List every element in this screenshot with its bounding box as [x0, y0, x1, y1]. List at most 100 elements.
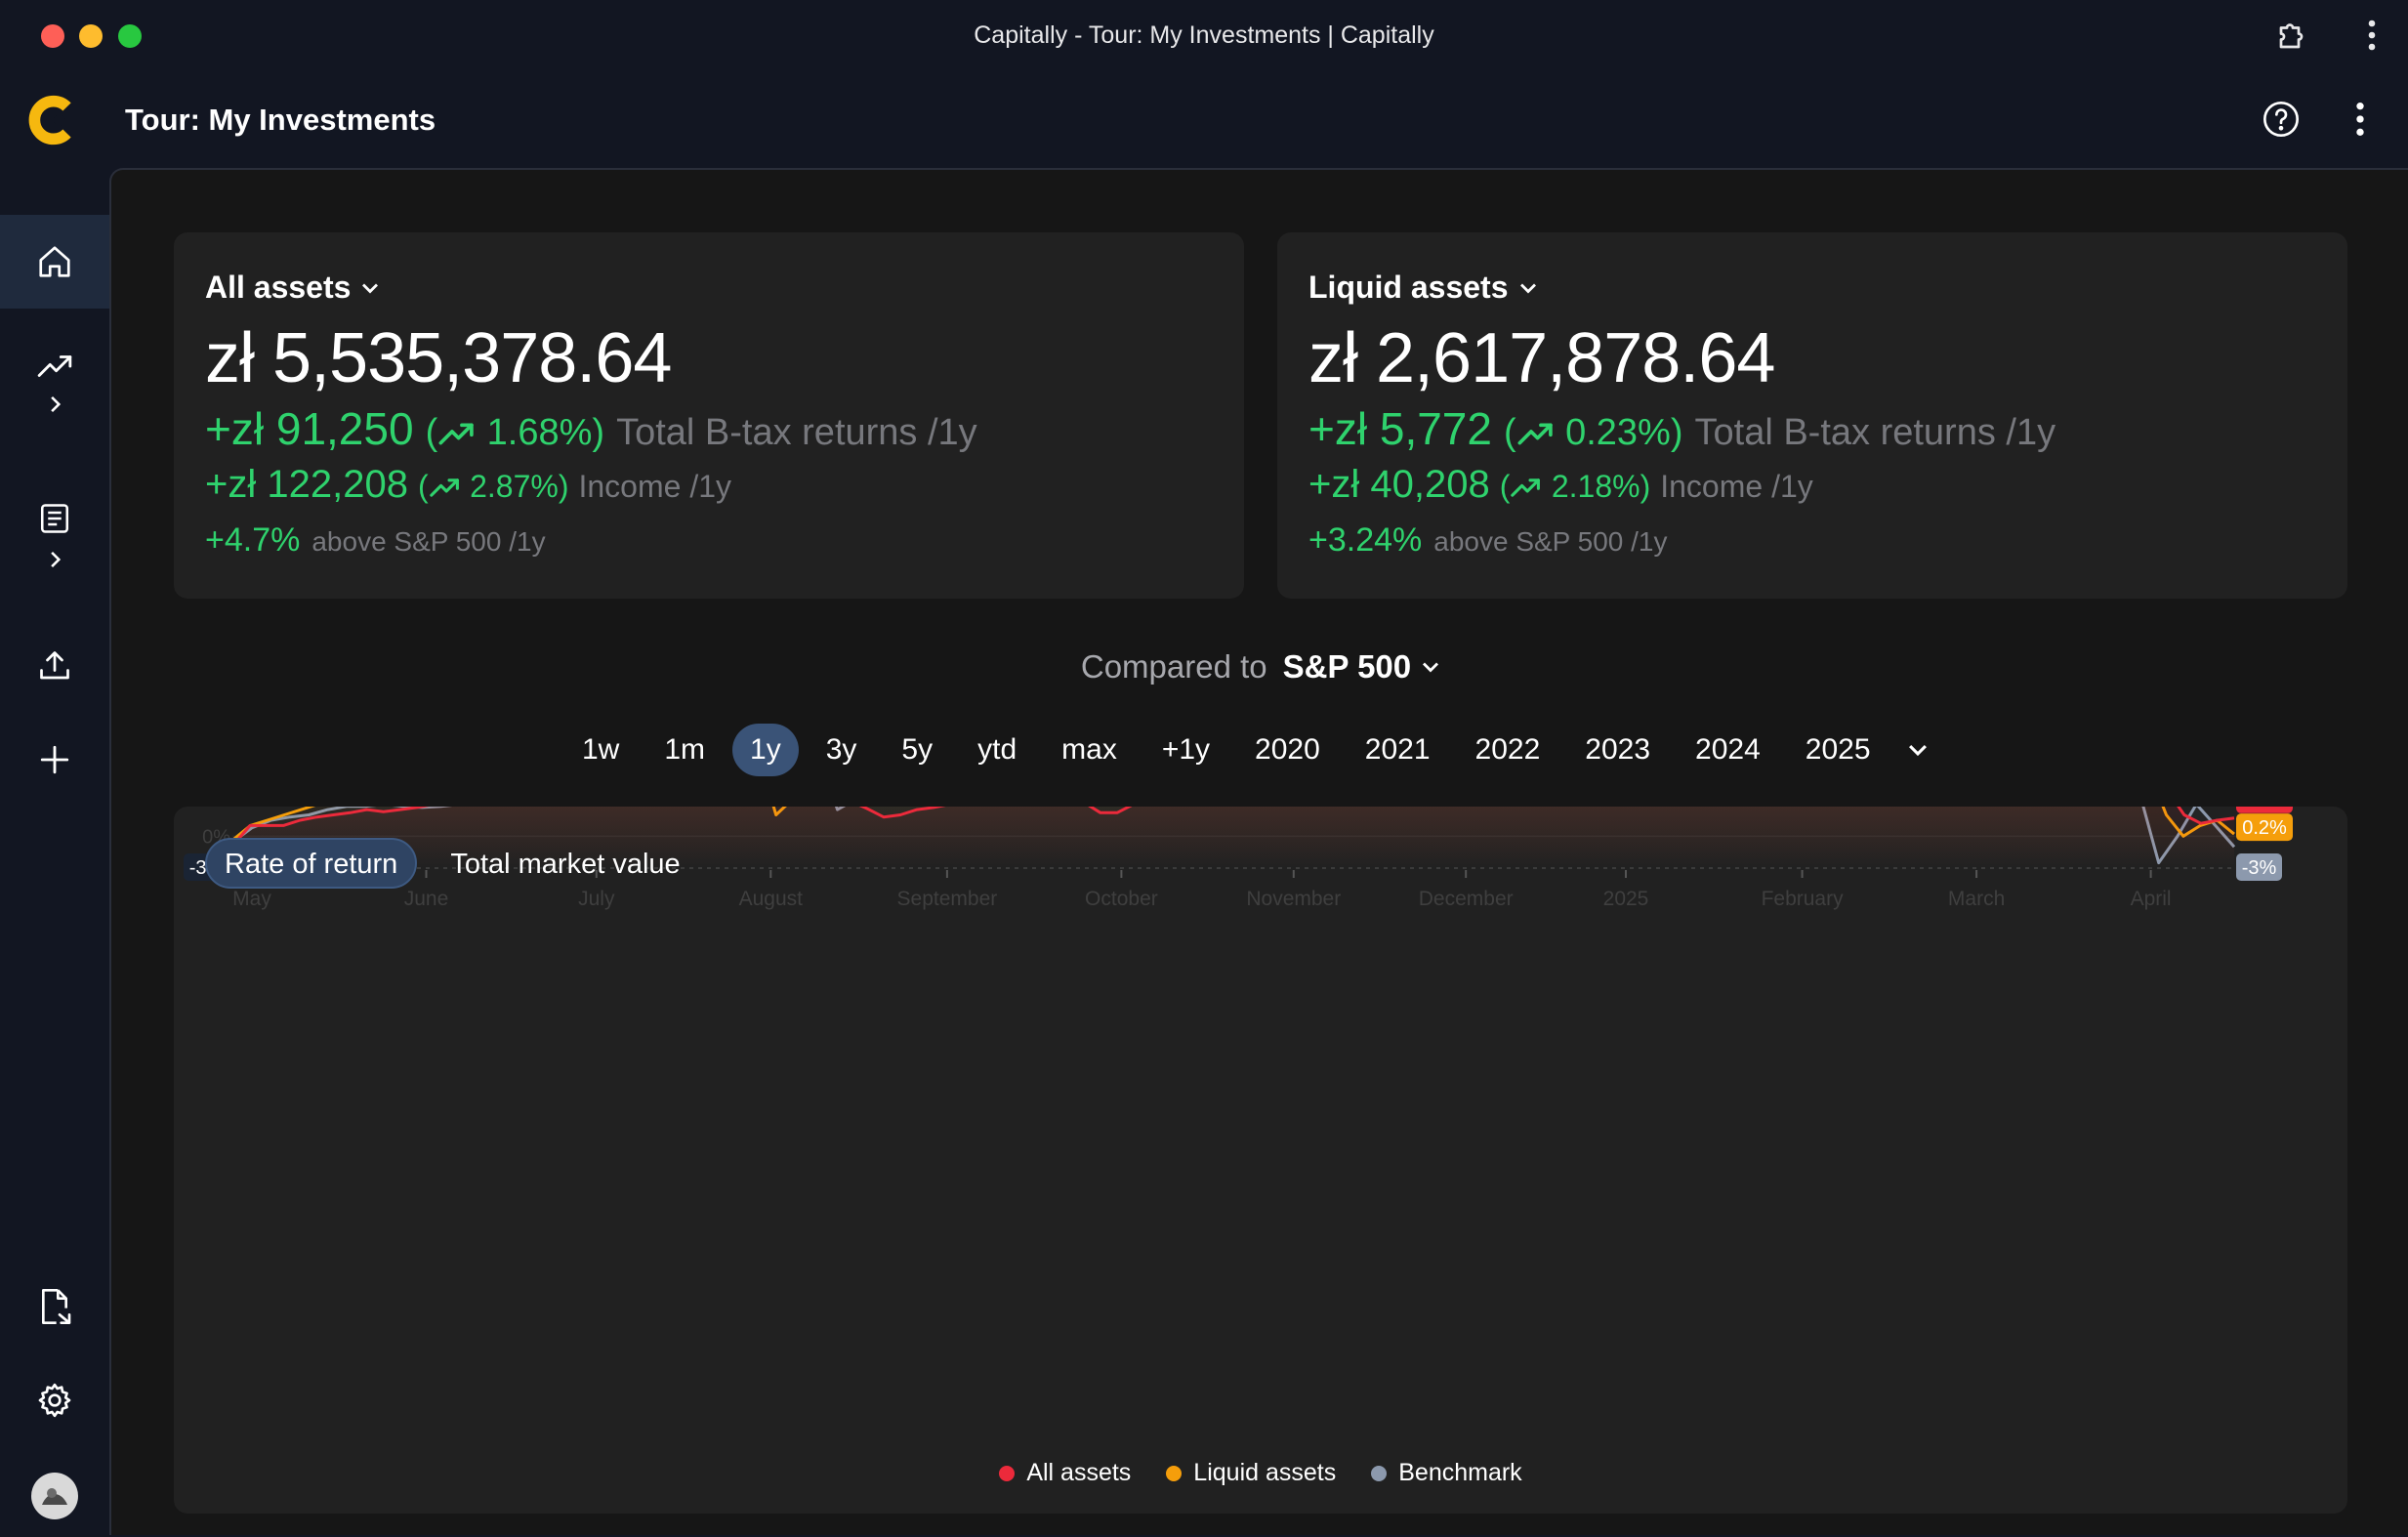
x-tick-label: April [2131, 888, 2172, 910]
plus-icon [40, 745, 69, 774]
income-pct: ( 2.18%) [1499, 469, 1651, 504]
x-tick-label: February [1762, 888, 1845, 910]
window-close-button[interactable] [41, 24, 64, 48]
period-5y[interactable]: 5y [901, 733, 934, 766]
total-value: zł 2,617,878.64 [1308, 319, 1775, 397]
sidebar-item-settings[interactable] [0, 1359, 109, 1441]
period-max[interactable]: max [1061, 733, 1117, 766]
period-+1y[interactable]: +1y [1161, 733, 1211, 766]
legend-item[interactable]: All assets [999, 1459, 1131, 1487]
sidebar-item-reports[interactable] [0, 477, 109, 594]
returns-amount: +zł 91,250 [205, 403, 414, 454]
period-3y[interactable]: 3y [825, 733, 857, 766]
more-periods-button[interactable] [1898, 730, 1937, 769]
x-tick-label: August [739, 888, 804, 910]
x-tick-label: September [897, 888, 998, 910]
window-minimize-button[interactable] [79, 24, 103, 48]
upload-icon [40, 651, 69, 680]
legend-dot [1371, 1465, 1388, 1481]
chart-legend: All assets Liquid assets Benchmark [174, 1459, 2347, 1487]
compare-label: Compared to [1080, 648, 1267, 685]
returns-pct: ( 0.23%) [1503, 412, 1683, 453]
period-2023[interactable]: 2023 [1585, 733, 1651, 766]
benchmark-selector[interactable]: S&P 500 [1283, 648, 1440, 685]
x-tick-label: March [1948, 888, 2005, 910]
liquid-assets-selector[interactable]: Liquid assets [1308, 270, 1538, 306]
chart-tab-total-market-value[interactable]: Total market value [450, 849, 681, 880]
window-menu-icon[interactable] [2361, 18, 2383, 53]
trending-up-icon [37, 355, 72, 377]
trend-up-icon [1517, 423, 1553, 445]
period-2020[interactable]: 2020 [1255, 733, 1320, 766]
sidebar-item-export[interactable] [0, 1266, 109, 1348]
trend-up-icon [1511, 478, 1541, 498]
sidebar [0, 168, 109, 1535]
benchmark-row: +3.24% above S&P 500 /1y [1308, 521, 1667, 560]
x-tick-label: July [578, 888, 615, 910]
file-export-icon [42, 1289, 71, 1324]
x-tick-label: December [1419, 888, 1514, 910]
period-1w[interactable]: 1w [582, 733, 620, 766]
sidebar-item-profile[interactable] [0, 1455, 109, 1537]
period-1m[interactable]: 1m [664, 733, 706, 766]
avatar [31, 1473, 78, 1519]
period-2021[interactable]: 2021 [1364, 733, 1431, 766]
x-tick-label: 2025 [1603, 888, 1649, 910]
x-tick-label: October [1085, 888, 1158, 910]
return-chart[interactable]: 0%5%10%15%20%MayJuneJulyAugustSeptemberO… [174, 807, 2347, 1514]
returns-row: +zł 91,250 ( 1.68%) Total B-tax returns … [205, 402, 977, 455]
income-label: Income /1y [578, 469, 731, 504]
chart-tab-rate-of-return[interactable]: Rate of return [205, 838, 418, 889]
x-tick-label: June [404, 888, 449, 910]
all-assets-selector[interactable]: All assets [205, 270, 380, 306]
trend-up-icon [438, 423, 474, 445]
chevron-right-icon[interactable] [47, 550, 62, 569]
chevron-right-icon[interactable] [47, 395, 62, 414]
period-ytd[interactable]: ytd [977, 733, 1017, 766]
benchmark-compare: Compared to S&P 500 [111, 648, 2408, 685]
period-2025[interactable]: 2025 [1805, 733, 1871, 766]
period-selector: 1w 1m 1y 3y 5y ytd max +1y 2020 2021 2022 2023 2024 2… [564, 723, 1937, 777]
period-2024[interactable]: 2024 [1695, 733, 1761, 766]
income-amount: +zł 122,208 [205, 463, 408, 506]
period-1y[interactable]: 1y [732, 724, 799, 776]
chevron-down-icon [1519, 283, 1536, 293]
app-menu-icon[interactable] [2349, 100, 2371, 139]
income-row: +zł 40,208 ( 2.18%) Income /1y [1308, 463, 1813, 507]
chart-tabs: Rate of return Total market value [205, 838, 700, 889]
home-icon [39, 246, 70, 277]
trend-up-icon [429, 478, 459, 498]
benchmark-name: S&P 500 [1282, 648, 1412, 685]
benchmark-amount: +4.7% [205, 521, 301, 559]
returns-row: +zł 5,772 ( 0.23%) Total B-tax returns /… [1308, 402, 2055, 455]
all-assets-card: All assets zł 5,535,378.64 +zł 91,250 ( … [174, 232, 1244, 599]
extension-icon[interactable] [2275, 18, 2310, 53]
period-2022[interactable]: 2022 [1474, 733, 1541, 766]
benchmark-label: above S&P 500 /1y [1433, 526, 1668, 557]
x-tick-label: May [232, 888, 271, 910]
liquid-assets-card: Liquid assets zł 2,617,878.64 +zł 5,772 … [1277, 232, 2347, 599]
sidebar-item-upload[interactable] [0, 627, 109, 705]
legend-item[interactable]: Benchmark [1371, 1459, 1522, 1487]
end-label-benchmark-bg [2236, 853, 2282, 881]
capitally-logo [28, 95, 71, 145]
window-zoom-button[interactable] [118, 24, 142, 48]
returns-label: Total B-tax returns /1y [616, 412, 977, 453]
chevron-down-icon [362, 283, 379, 293]
series-area-all-assets [233, 807, 2234, 868]
income-row: +zł 122,208 ( 2.87%) Income /1y [205, 463, 731, 507]
income-amount: +zł 40,208 [1308, 463, 1490, 506]
end-label-all-assets-bg [2236, 807, 2293, 813]
benchmark-amount: +3.24% [1308, 521, 1423, 559]
benchmark-row: +4.7% above S&P 500 /1y [205, 521, 546, 560]
returns-amount: +zł 5,772 [1308, 403, 1492, 454]
sidebar-item-home[interactable] [0, 215, 109, 309]
end-label-benchmark: -3% [2242, 857, 2277, 879]
sidebar-item-add[interactable] [0, 721, 109, 799]
legend-label: All assets [1026, 1459, 1132, 1486]
legend-dot [999, 1465, 1016, 1481]
legend-item[interactable]: Liquid assets [1166, 1459, 1336, 1487]
help-icon[interactable] [2262, 100, 2301, 139]
sidebar-item-performance[interactable] [0, 324, 109, 441]
returns-label: Total B-tax returns /1y [1694, 412, 2056, 453]
